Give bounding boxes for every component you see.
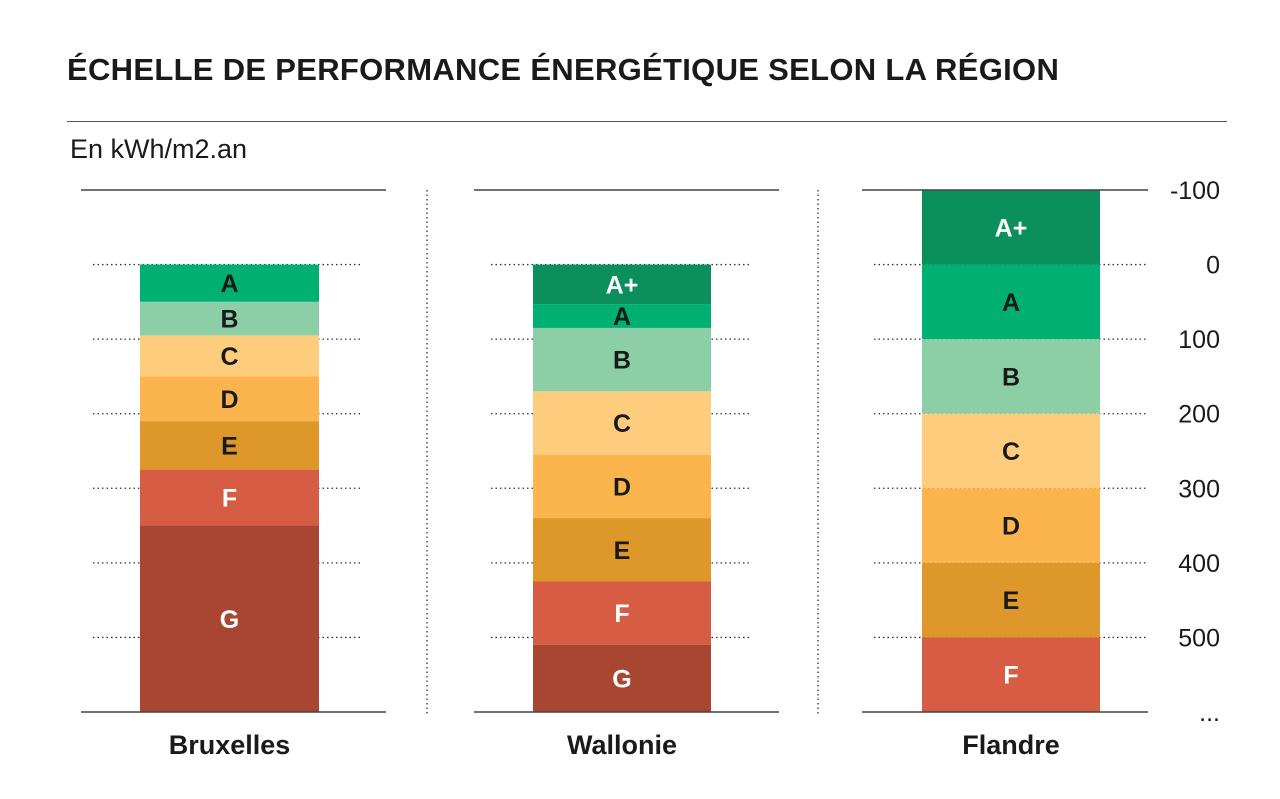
segment-flandre-E [922, 562, 1100, 638]
segment-bruxelles-A [140, 264, 319, 302]
segment-flandre-F [922, 637, 1100, 712]
segment-flandre-A+ [922, 190, 1100, 265]
segment-wallonie-B [533, 327, 711, 392]
segment-label-flandre-C: C [1002, 438, 1020, 466]
segment-wallonie-F [533, 581, 711, 645]
segment-label-bruxelles-A: A [220, 270, 238, 298]
segment-bruxelles-F [140, 469, 319, 526]
y-tick-labels: -100 0 100 200 300 400 500... [1170, 177, 1220, 727]
segment-label-bruxelles-G: G [220, 606, 239, 634]
segment-flandre-B [922, 339, 1100, 414]
segment-label-flandre-A: A [1002, 289, 1020, 317]
segment-label-wallonie-A+: A+ [606, 271, 639, 299]
segment-label-bruxelles-B: B [220, 306, 238, 334]
segment-wallonie-E [533, 518, 711, 582]
segment-flandre-C [922, 413, 1100, 489]
segment-label-wallonie-F: F [614, 600, 629, 628]
segment-wallonie-D [533, 454, 711, 519]
title-divider [67, 121, 1227, 122]
segment-bruxelles-C [140, 335, 319, 377]
segment-wallonie-A [533, 304, 711, 328]
region-label-wallonie: Wallonie [567, 730, 677, 760]
bar-wallonie: A+ AB C D E F G [533, 264, 711, 712]
segment-label-flandre-E: E [1003, 587, 1020, 615]
segment-flandre-A [922, 264, 1100, 340]
unit-label: En kWh/m2.an [70, 134, 248, 164]
segment-bruxelles-B [140, 301, 319, 336]
segment-label-flandre-D: D [1002, 513, 1020, 541]
segment-wallonie-A+ [533, 264, 711, 305]
segment-label-wallonie-E: E [614, 537, 631, 565]
y-tick-label: 100 [1178, 326, 1220, 354]
segment-label-wallonie-D: D [613, 473, 631, 501]
region-labels: Bruxelles Wallonie Flandre [169, 730, 1060, 760]
region-label-flandre: Flandre [962, 730, 1060, 760]
segment-label-wallonie-A: A [613, 303, 631, 331]
segment-bruxelles-G [140, 525, 319, 712]
segment-label-wallonie-B: B [613, 347, 631, 375]
segment-label-bruxelles-F: F [222, 485, 237, 513]
y-tick-label: 500 [1178, 624, 1220, 652]
segment-label-bruxelles-C: C [220, 343, 238, 371]
segment-label-bruxelles-E: E [221, 432, 238, 460]
y-tick-label: 200 [1178, 401, 1220, 429]
bar-flandre: A+ A B C D E F [922, 190, 1100, 712]
segment-wallonie-G [533, 644, 711, 712]
axes [81, 189, 1148, 713]
segment-label-bruxelles-D: D [220, 386, 238, 414]
y-tick-label: -100 [1170, 177, 1220, 205]
segment-label-wallonie-G: G [612, 665, 631, 693]
segment-label-flandre-A+: A+ [995, 214, 1028, 242]
segment-bruxelles-E [140, 421, 319, 470]
segment-wallonie-C [533, 391, 711, 455]
segment-label-flandre-B: B [1002, 363, 1020, 391]
y-tick-label: 300 [1178, 475, 1220, 503]
region-label-bruxelles: Bruxelles [169, 730, 291, 760]
segment-flandre-D [922, 488, 1100, 563]
y-tick-label: 0 [1206, 252, 1220, 280]
region-separators [426, 190, 819, 715]
segment-bruxelles-D [140, 376, 319, 422]
y-tick-label: 400 [1178, 550, 1220, 578]
segment-label-flandre-F: F [1003, 662, 1018, 690]
segment-label-wallonie-C: C [613, 410, 631, 438]
chart-title: ÉCHELLE DE PERFORMANCE ÉNERGÉTIQUE SELON… [67, 52, 1060, 87]
y-tick-label: ... [1199, 699, 1220, 727]
